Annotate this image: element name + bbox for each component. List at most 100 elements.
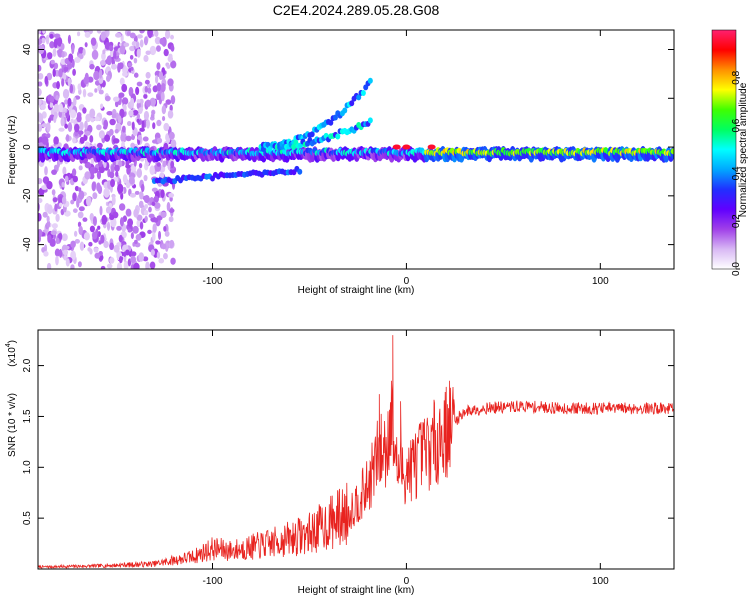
spectrogram-cell [55,213,60,223]
spectrogram-cell [43,250,49,257]
spectrogram-cell [97,185,103,195]
spectrogram-cell [119,45,126,55]
spectrogram-cell [129,54,134,60]
spectrogram-cell [156,119,162,127]
spectrogram-cell [71,44,75,55]
spectrogram-cell [84,171,91,180]
spectrogram-cell [42,211,48,218]
spectrogram-cell [154,36,161,45]
spectrogram-cell [144,86,148,93]
spectrogram-cell [103,240,109,249]
spectrogram-cell [143,54,149,63]
spectrogram-cell [46,180,53,190]
spectrogram-cell [143,93,148,99]
spectrogram-cell [119,77,125,86]
spectrogram-cell [126,121,132,127]
spectrogram-cell [166,64,171,69]
spectrogram-cell [89,225,96,233]
spectrogram-cell [47,204,53,215]
snr-x-tick-label: 100 [592,576,609,587]
spectrogram-cell [155,240,161,245]
spectrogram-cell [136,99,141,104]
spectrogram-cell [76,198,80,208]
spectrogram-cell [82,217,88,222]
spectrogram-cell [64,210,71,217]
spectrogram-cell [170,60,177,69]
spectrogram-cell [55,237,60,245]
spectrogram-cell [152,231,156,242]
spectrogram-cell [87,92,94,97]
spectrogram-cell [87,247,92,252]
figure-title: C2E4.2024.289.05.28.G08 [273,2,440,18]
spectrogram-cell [88,241,93,247]
spectrogram-cell [74,123,80,133]
spectrogram-cell [129,32,136,39]
spectrogram-cell [138,107,144,112]
spectrogram-cell [38,98,42,106]
spectrogram-cell [127,258,132,267]
spectrogram-cell [77,130,84,135]
spectrogram-cell [40,104,46,110]
spectrogram-cell [100,234,105,244]
spectrogram-cell [121,97,129,105]
spectrogram-cell [136,118,140,123]
spectrogram-cell [63,66,69,72]
spectrogram-cell [102,49,106,55]
spectrogram-cell [149,45,157,56]
spectrogram-cell [113,50,117,60]
spectrogram-cell [64,123,68,129]
spectrogram-cell [96,30,102,34]
spectrogram-cell [74,56,81,63]
spectrogram-cell [38,87,42,97]
spectrogram-cell [134,190,140,195]
spectrogram-y-tick-label: 0 [22,144,33,150]
spectrogram-cell [49,41,55,49]
spectrogram-cell [49,33,54,39]
spectrogram-cell [98,69,103,79]
spectrogram-cell [72,208,78,213]
spectrogram-cell [360,89,366,96]
spectrogram-cell [52,197,58,203]
spectrogram-y-ticks: -40 -20 0 20 40 [22,44,674,252]
spectrogram-cell [144,204,149,209]
spectrogram-cell [58,110,62,118]
spectrogram-x-tick-label: -100 [203,276,223,287]
snr-multiplier: (x104) [5,340,18,367]
spectrogram-cell [38,197,43,204]
spectrogram-cell [53,39,58,49]
spectrogram-cell [144,215,148,223]
spectrogram-cell [79,121,84,131]
spectrogram-cell [59,202,63,207]
spectrogram-cell [142,256,149,262]
spectrogram-cell [158,230,162,240]
spectrogram-x-ticks: -100 0 100 [203,30,609,287]
spectrogram-cell [147,30,153,38]
spectrogram-cell [117,183,124,194]
spectrogram-cell [38,178,43,185]
spectrogram-cell [100,265,106,269]
spectrogram-cell [169,104,173,112]
spectrogram-cell [89,166,96,175]
spectrogram-cell [94,88,98,93]
spectrogram-cell [138,162,143,169]
spectrogram-cell [169,239,175,247]
spectrogram-cell [138,200,144,209]
spectrogram-cell [94,252,101,259]
spectrogram-cell [163,252,168,260]
spectrogram-cell [161,105,167,115]
spectrogram-cell [41,123,48,128]
spectrogram-cell [58,127,65,132]
spectrogram-cell [130,66,134,71]
spectrogram-cell [109,118,116,126]
spectrogram-cell [114,164,120,172]
spectrogram-cell [133,57,138,64]
spectrogram-cell [160,189,165,199]
spectrogram-cell [139,30,144,34]
spectrogram-cell [78,225,83,236]
spectrogram-cell [132,109,139,116]
spectrogram-cell [38,229,43,238]
spectrogram-cell [149,97,157,107]
spectrogram-cell [93,247,99,253]
spectrogram-cell [57,37,63,47]
spectrogram-x-tick-label: 100 [592,276,609,287]
